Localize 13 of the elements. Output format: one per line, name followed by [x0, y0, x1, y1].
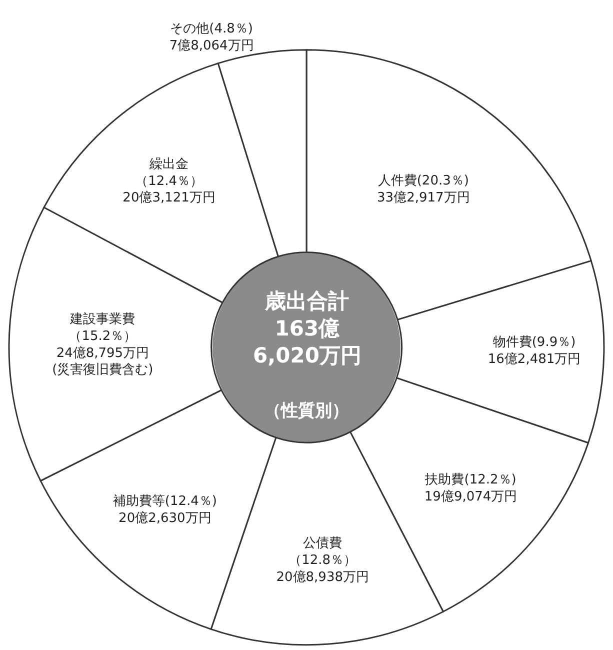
slice-label: 人件費(20.3％) 33億2,917万円: [377, 174, 470, 206]
slice-label: 物件費(9.9％) 16億2,481万円: [488, 335, 581, 367]
slice-label: 補助費等(12.4％) 20億2,630万円: [112, 494, 217, 526]
slice-label: その他(4.8％) 7億8,064万円: [169, 22, 254, 54]
data-label: （12.4％） 20億3,121万円: [122, 174, 216, 206]
data-label: （15.2％） 24億8,795万円 (災害復旧費含む): [52, 328, 154, 378]
data-label: （12.8％） 20億8,938万円: [276, 553, 369, 586]
slice-label: 扶助費(12.2％) 19億9,074万円: [424, 472, 518, 504]
slice-label: 建設事業費: [69, 312, 136, 327]
slice-label: 繰出金: [148, 156, 189, 172]
text: 歳出合計 163億 6,020万円: [253, 289, 362, 368]
text: （性質別）: [264, 401, 349, 421]
slice-label: 公債費: [303, 536, 342, 552]
